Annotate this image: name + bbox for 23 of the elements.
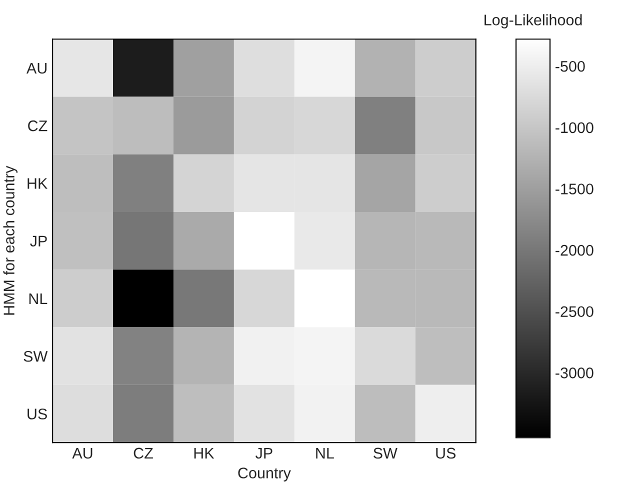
color-bar-title: Log-Likelihood <box>484 14 582 28</box>
color-bar-label: -3000 <box>556 368 594 378</box>
color-bar-label: -2500 <box>556 306 594 318</box>
y-tick-label: SW <box>24 350 48 362</box>
x-tick-label: JP <box>256 448 272 459</box>
x-tick-label: CZ <box>134 448 153 459</box>
color-bar-label: -2000 <box>556 244 594 256</box>
y-tick-label: CZ <box>28 120 48 132</box>
color-bar-label: -1000 <box>556 122 594 134</box>
y-tick-label: JP <box>30 236 47 247</box>
x-tick-label: US <box>436 448 456 459</box>
x-tick-label: AU <box>72 448 92 459</box>
x-tick-label: NL <box>316 448 334 458</box>
x-tick-label: SW <box>374 448 398 459</box>
y-tick-label: AU <box>26 62 46 74</box>
y-axis-title: HMM for each country <box>3 166 18 315</box>
y-tick-label: US <box>28 408 47 420</box>
x-tick-label: HK <box>194 448 214 458</box>
color-bar-label: -1500 <box>556 184 594 194</box>
y-tick-label: NL <box>29 293 48 304</box>
color-bar-label: -500 <box>556 60 585 72</box>
y-tick-label: HK <box>28 178 48 189</box>
x-axis-title: Country <box>238 468 291 482</box>
